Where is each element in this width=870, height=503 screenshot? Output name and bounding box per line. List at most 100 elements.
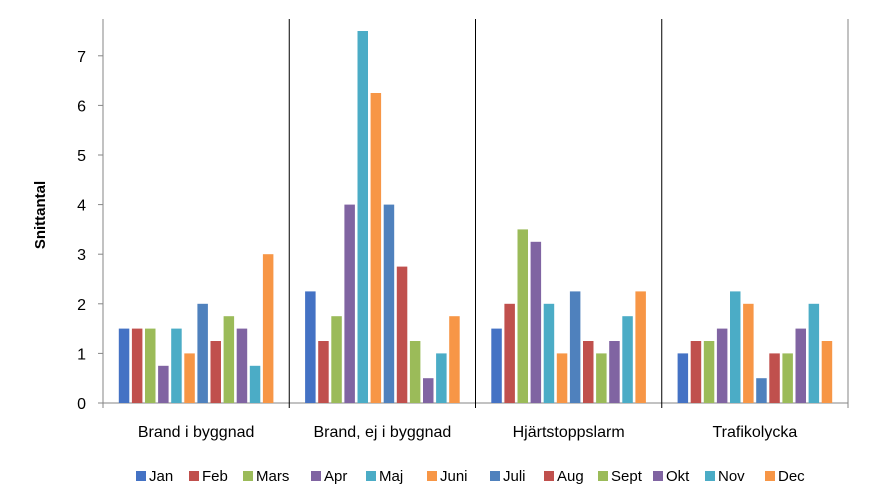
- bar: [357, 31, 368, 403]
- y-tick-label: 6: [77, 98, 86, 115]
- bar: [436, 353, 447, 403]
- bar: [409, 341, 421, 403]
- legend-label: Apr: [324, 468, 347, 485]
- legend-swatch: [490, 471, 500, 481]
- category-label: Brand, ej i byggnad: [313, 424, 451, 441]
- bar: [383, 204, 395, 403]
- legend-label: Nov: [718, 468, 745, 485]
- legend-item: Sept: [598, 468, 643, 485]
- y-tick-labels: 0 1 2 3 4 5 6 7: [77, 49, 86, 413]
- bar: [635, 291, 646, 403]
- y-tick-label: 1: [77, 346, 86, 363]
- bar: [543, 303, 555, 403]
- legend: Jan Feb Mars Apr Maj Juni Juli Aug Sept Okt Nov Dec: [136, 468, 805, 485]
- bar: [583, 341, 594, 403]
- bar: [223, 316, 235, 403]
- legend-label: Aug: [557, 468, 584, 485]
- bar: [530, 241, 542, 403]
- legend-item: Juli: [490, 468, 526, 485]
- bar: [305, 291, 316, 403]
- legend-swatch: [705, 471, 715, 481]
- bar: [210, 341, 221, 403]
- bar: [769, 353, 780, 403]
- legend-label: Juni: [440, 468, 468, 485]
- legend-swatch: [189, 471, 199, 481]
- legend-swatch: [427, 471, 437, 481]
- category-labels: Brand i byggnad Brand, ej i byggnad Hjärts…: [138, 424, 797, 441]
- legend-label: Mars: [256, 468, 289, 485]
- bar: [449, 316, 460, 403]
- bar: [596, 353, 607, 403]
- y-tick-label: 7: [77, 49, 86, 66]
- legend-item: Aug: [544, 468, 584, 485]
- legend-swatch: [366, 471, 376, 481]
- y-tick-label: 0: [77, 396, 86, 413]
- bar: [690, 341, 702, 403]
- bar: [743, 303, 754, 403]
- bar: [622, 316, 633, 403]
- y-tick-label: 3: [77, 247, 86, 264]
- bar: [808, 303, 820, 403]
- bar: [184, 353, 195, 403]
- bar: [491, 328, 502, 403]
- bar: [118, 328, 130, 403]
- legend-swatch: [765, 471, 775, 481]
- legend-item: Maj: [366, 468, 403, 485]
- bar: [197, 303, 208, 403]
- y-tick-label: 4: [77, 198, 86, 215]
- bar: [504, 303, 515, 403]
- bar: [821, 341, 833, 403]
- legend-swatch: [311, 471, 321, 481]
- bar: [716, 328, 728, 403]
- legend-swatch: [653, 471, 663, 481]
- bar: [249, 365, 261, 403]
- bar: [677, 353, 689, 403]
- bar: [556, 353, 568, 403]
- bar: [703, 341, 715, 403]
- bar: [344, 204, 355, 403]
- legend-label: Juli: [503, 468, 526, 485]
- legend-item: Jan: [136, 468, 173, 485]
- category-label: Trafikolycka: [712, 424, 797, 441]
- bar: [396, 266, 408, 403]
- bar: [236, 328, 248, 403]
- bar: [158, 365, 169, 403]
- legend-item: Juni: [427, 468, 468, 485]
- bar: [131, 328, 143, 403]
- legend-item: Dec: [765, 468, 805, 485]
- bar: [756, 378, 767, 403]
- legend-item: Okt: [653, 468, 690, 485]
- bar: [569, 291, 581, 403]
- y-tick-label: 5: [77, 148, 86, 165]
- bar: [609, 341, 620, 403]
- legend-item: Feb: [189, 468, 228, 485]
- legend-swatch: [544, 471, 554, 481]
- category-label: Hjärtstoppslarm: [513, 424, 625, 441]
- legend-label: Okt: [666, 468, 690, 485]
- bar: [331, 316, 342, 403]
- bar: [171, 328, 182, 403]
- legend-swatch: [243, 471, 253, 481]
- legend-item: Mars: [243, 468, 289, 485]
- bar: [517, 229, 528, 403]
- bar: [318, 341, 329, 403]
- legend-item: Apr: [311, 468, 347, 485]
- legend-label: Jan: [149, 468, 173, 485]
- category-label: Brand i byggnad: [138, 424, 255, 441]
- y-axis-title: Snittantal: [32, 181, 49, 249]
- bar: [370, 93, 382, 403]
- legend-item: Nov: [705, 468, 745, 485]
- bar: [730, 291, 741, 403]
- legend-label: Sept: [611, 468, 643, 485]
- bar: [782, 353, 793, 403]
- legend-label: Maj: [379, 468, 403, 485]
- bars-group: [118, 31, 833, 403]
- bar: [795, 328, 806, 403]
- legend-swatch: [136, 471, 146, 481]
- legend-label: Dec: [778, 468, 805, 485]
- bar: [262, 254, 274, 403]
- legend-label: Feb: [202, 468, 228, 485]
- legend-swatch: [598, 471, 608, 481]
